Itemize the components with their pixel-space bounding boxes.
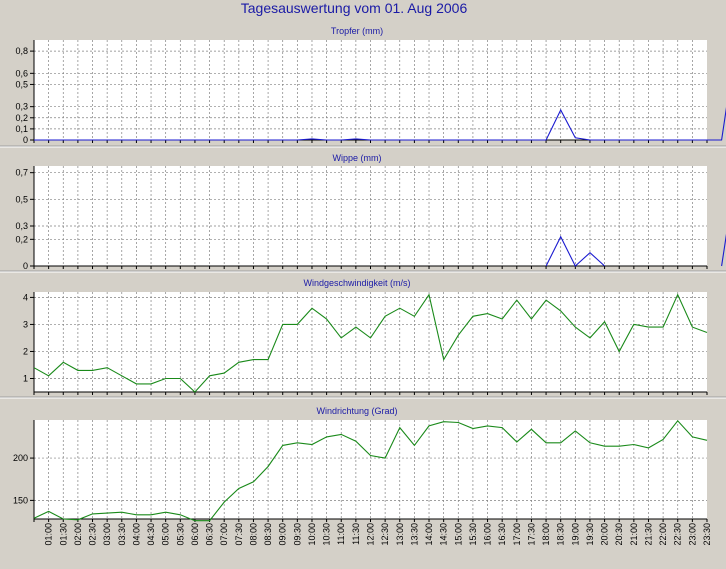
x-tick-label: 01:30 bbox=[58, 523, 68, 546]
x-tick-label: 06:00 bbox=[190, 523, 200, 546]
y-tick-label: 0 bbox=[23, 135, 28, 145]
x-tick-label: 07:00 bbox=[219, 523, 229, 546]
x-tick-label: 14:00 bbox=[424, 523, 434, 546]
panel-title: Windrichtung (Grad) bbox=[316, 406, 397, 416]
y-tick-label: 4 bbox=[23, 292, 28, 302]
x-tick-label: 05:30 bbox=[175, 523, 185, 546]
x-tick-label: 04:00 bbox=[131, 523, 141, 546]
x-tick-label: 18:00 bbox=[541, 523, 551, 546]
x-tick-label: 23:30 bbox=[702, 523, 712, 546]
x-tick-label: 21:30 bbox=[643, 523, 653, 546]
x-tick-label: 05:00 bbox=[161, 523, 171, 546]
x-tick-label: 22:00 bbox=[658, 523, 668, 546]
x-tick-label: 10:00 bbox=[307, 523, 317, 546]
x-tick-label: 20:30 bbox=[614, 523, 624, 546]
x-tick-label: 10:30 bbox=[322, 523, 332, 546]
x-tick-label: 09:30 bbox=[292, 523, 302, 546]
x-tick-label: 04:30 bbox=[146, 523, 156, 546]
x-tick-label: 17:00 bbox=[512, 523, 522, 546]
x-tick-label: 21:00 bbox=[629, 523, 639, 546]
x-tick-label: 06:30 bbox=[205, 523, 215, 546]
x-tick-label: 03:30 bbox=[117, 523, 127, 546]
y-tick-label: 0,2 bbox=[15, 113, 28, 123]
series-line bbox=[545, 235, 605, 267]
series-line bbox=[721, 233, 726, 267]
panel-title: Windgeschwindigkeit (m/s) bbox=[303, 278, 410, 288]
y-tick-label: 0,3 bbox=[15, 102, 28, 112]
x-tick-label: 19:00 bbox=[570, 523, 580, 546]
x-tick-label: 22:30 bbox=[673, 523, 683, 546]
y-tick-label: 0,5 bbox=[15, 79, 28, 89]
y-tick-label: 0,7 bbox=[15, 168, 28, 178]
panel-title: Tropfer (mm) bbox=[331, 26, 383, 36]
x-tick-label: 18:30 bbox=[556, 523, 566, 546]
x-tick-label: 11:00 bbox=[336, 523, 346, 545]
y-tick-label: 2 bbox=[23, 346, 28, 356]
y-tick-label: 0 bbox=[23, 261, 28, 271]
y-tick-label: 0,1 bbox=[15, 124, 28, 134]
y-tick-label: 0,3 bbox=[15, 221, 28, 231]
x-tick-label: 20:00 bbox=[600, 523, 610, 546]
x-tick-label: 07:30 bbox=[234, 523, 244, 546]
x-tick-label: 09:00 bbox=[278, 523, 288, 546]
page-title: Tagesauswertung vom 01. Aug 2006 bbox=[241, 0, 468, 16]
x-tick-label: 16:00 bbox=[483, 523, 493, 546]
x-tick-label: 16:30 bbox=[497, 523, 507, 546]
x-tick-label: 02:00 bbox=[73, 523, 83, 546]
x-tick-label: 12:00 bbox=[366, 523, 376, 546]
series-line bbox=[34, 107, 726, 141]
y-tick-label: 0,2 bbox=[15, 234, 28, 244]
x-tick-label: 03:00 bbox=[102, 523, 112, 546]
x-tick-label: 19:30 bbox=[585, 523, 595, 546]
x-tick-label: 23:00 bbox=[687, 523, 697, 546]
x-tick-label: 14:30 bbox=[439, 523, 449, 546]
x-tick-label: 15:00 bbox=[453, 523, 463, 546]
x-tick-label: 17:30 bbox=[526, 523, 536, 546]
y-tick-label: 150 bbox=[13, 495, 28, 505]
x-tick-label: 08:00 bbox=[248, 523, 258, 546]
y-tick-label: 0,6 bbox=[15, 68, 28, 78]
x-tick-label: 02:30 bbox=[88, 523, 98, 546]
x-tick-label: 13:30 bbox=[409, 523, 419, 546]
series-line bbox=[33, 293, 708, 393]
x-tick-label: 13:00 bbox=[395, 523, 405, 546]
y-tick-label: 200 bbox=[13, 453, 28, 463]
y-tick-label: 3 bbox=[23, 319, 28, 329]
y-tick-label: 0,8 bbox=[15, 46, 28, 56]
series-line bbox=[33, 419, 708, 522]
x-tick-label: 15:30 bbox=[468, 523, 478, 546]
x-tick-label: 12:30 bbox=[380, 523, 390, 546]
panel-title: Wippe (mm) bbox=[333, 153, 382, 163]
x-tick-label: 01:00 bbox=[44, 523, 54, 546]
x-tick-label: 08:30 bbox=[263, 523, 273, 546]
y-tick-label: 1 bbox=[23, 373, 28, 383]
y-tick-label: 0,5 bbox=[15, 194, 28, 204]
x-tick-label: 11:30 bbox=[351, 523, 361, 545]
